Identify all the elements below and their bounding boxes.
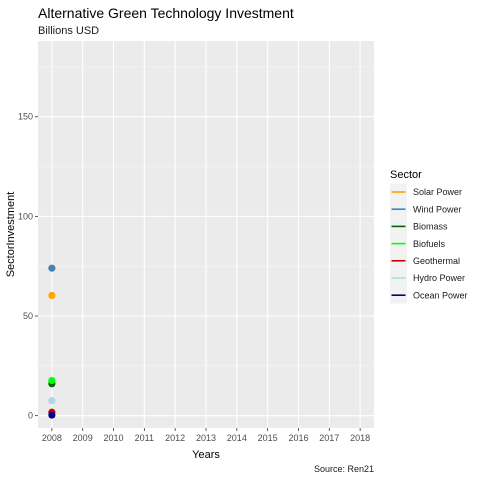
data-point (48, 291, 56, 300)
legend-label: Ocean Power (413, 290, 468, 300)
x-tick-label: 2010 (104, 433, 124, 443)
chart-caption: Source: Ren21 (314, 464, 374, 474)
x-tick-label: 2016 (288, 433, 308, 443)
legend-label: Biomass (413, 222, 448, 232)
x-axis: 2008 2009 2010 2011 2012 2013 2014 2015 2016 2017… (42, 428, 370, 443)
legend: Sector Solar Power Wind Power Biomass Biofu… (390, 169, 468, 304)
data-point (48, 397, 56, 405)
x-tick-label: 2013 (196, 433, 216, 443)
legend-label: Wind Power (413, 204, 462, 214)
data-point (48, 264, 56, 272)
chart-subtitle: Billions USD (38, 25, 99, 37)
y-tick-label: 0 (28, 411, 33, 421)
data-point (48, 376, 56, 385)
legend-label: Hydro Power (413, 273, 465, 283)
y-tick-label: 100 (18, 211, 33, 221)
legend-label: Geothermal (413, 256, 460, 266)
x-tick-label: 2008 (42, 433, 62, 443)
legend-label: Biofuels (413, 239, 446, 249)
x-tick-label: 2012 (165, 433, 185, 443)
x-tick-label: 2009 (73, 433, 93, 443)
x-axis-title: Years (192, 449, 220, 461)
x-tick-label: 2018 (350, 433, 370, 443)
x-tick-label: 2015 (258, 433, 278, 443)
x-tick-label: 2017 (319, 433, 339, 443)
x-tick-label: 2014 (227, 433, 247, 443)
y-tick-label: 50 (23, 311, 33, 321)
legend-title: Sector (390, 169, 422, 181)
x-tick-label: 2011 (135, 433, 154, 443)
data-point (48, 411, 56, 419)
y-axis: 0 50 100 150 (18, 112, 38, 421)
data-points (48, 264, 56, 419)
grid (38, 41, 374, 428)
y-tick-label: 150 (18, 112, 33, 122)
legend-label: Solar Power (413, 187, 462, 197)
y-axis-title: SectorInvestment (5, 192, 17, 278)
chart-title: Alternative Green Technology Investment (38, 5, 294, 21)
